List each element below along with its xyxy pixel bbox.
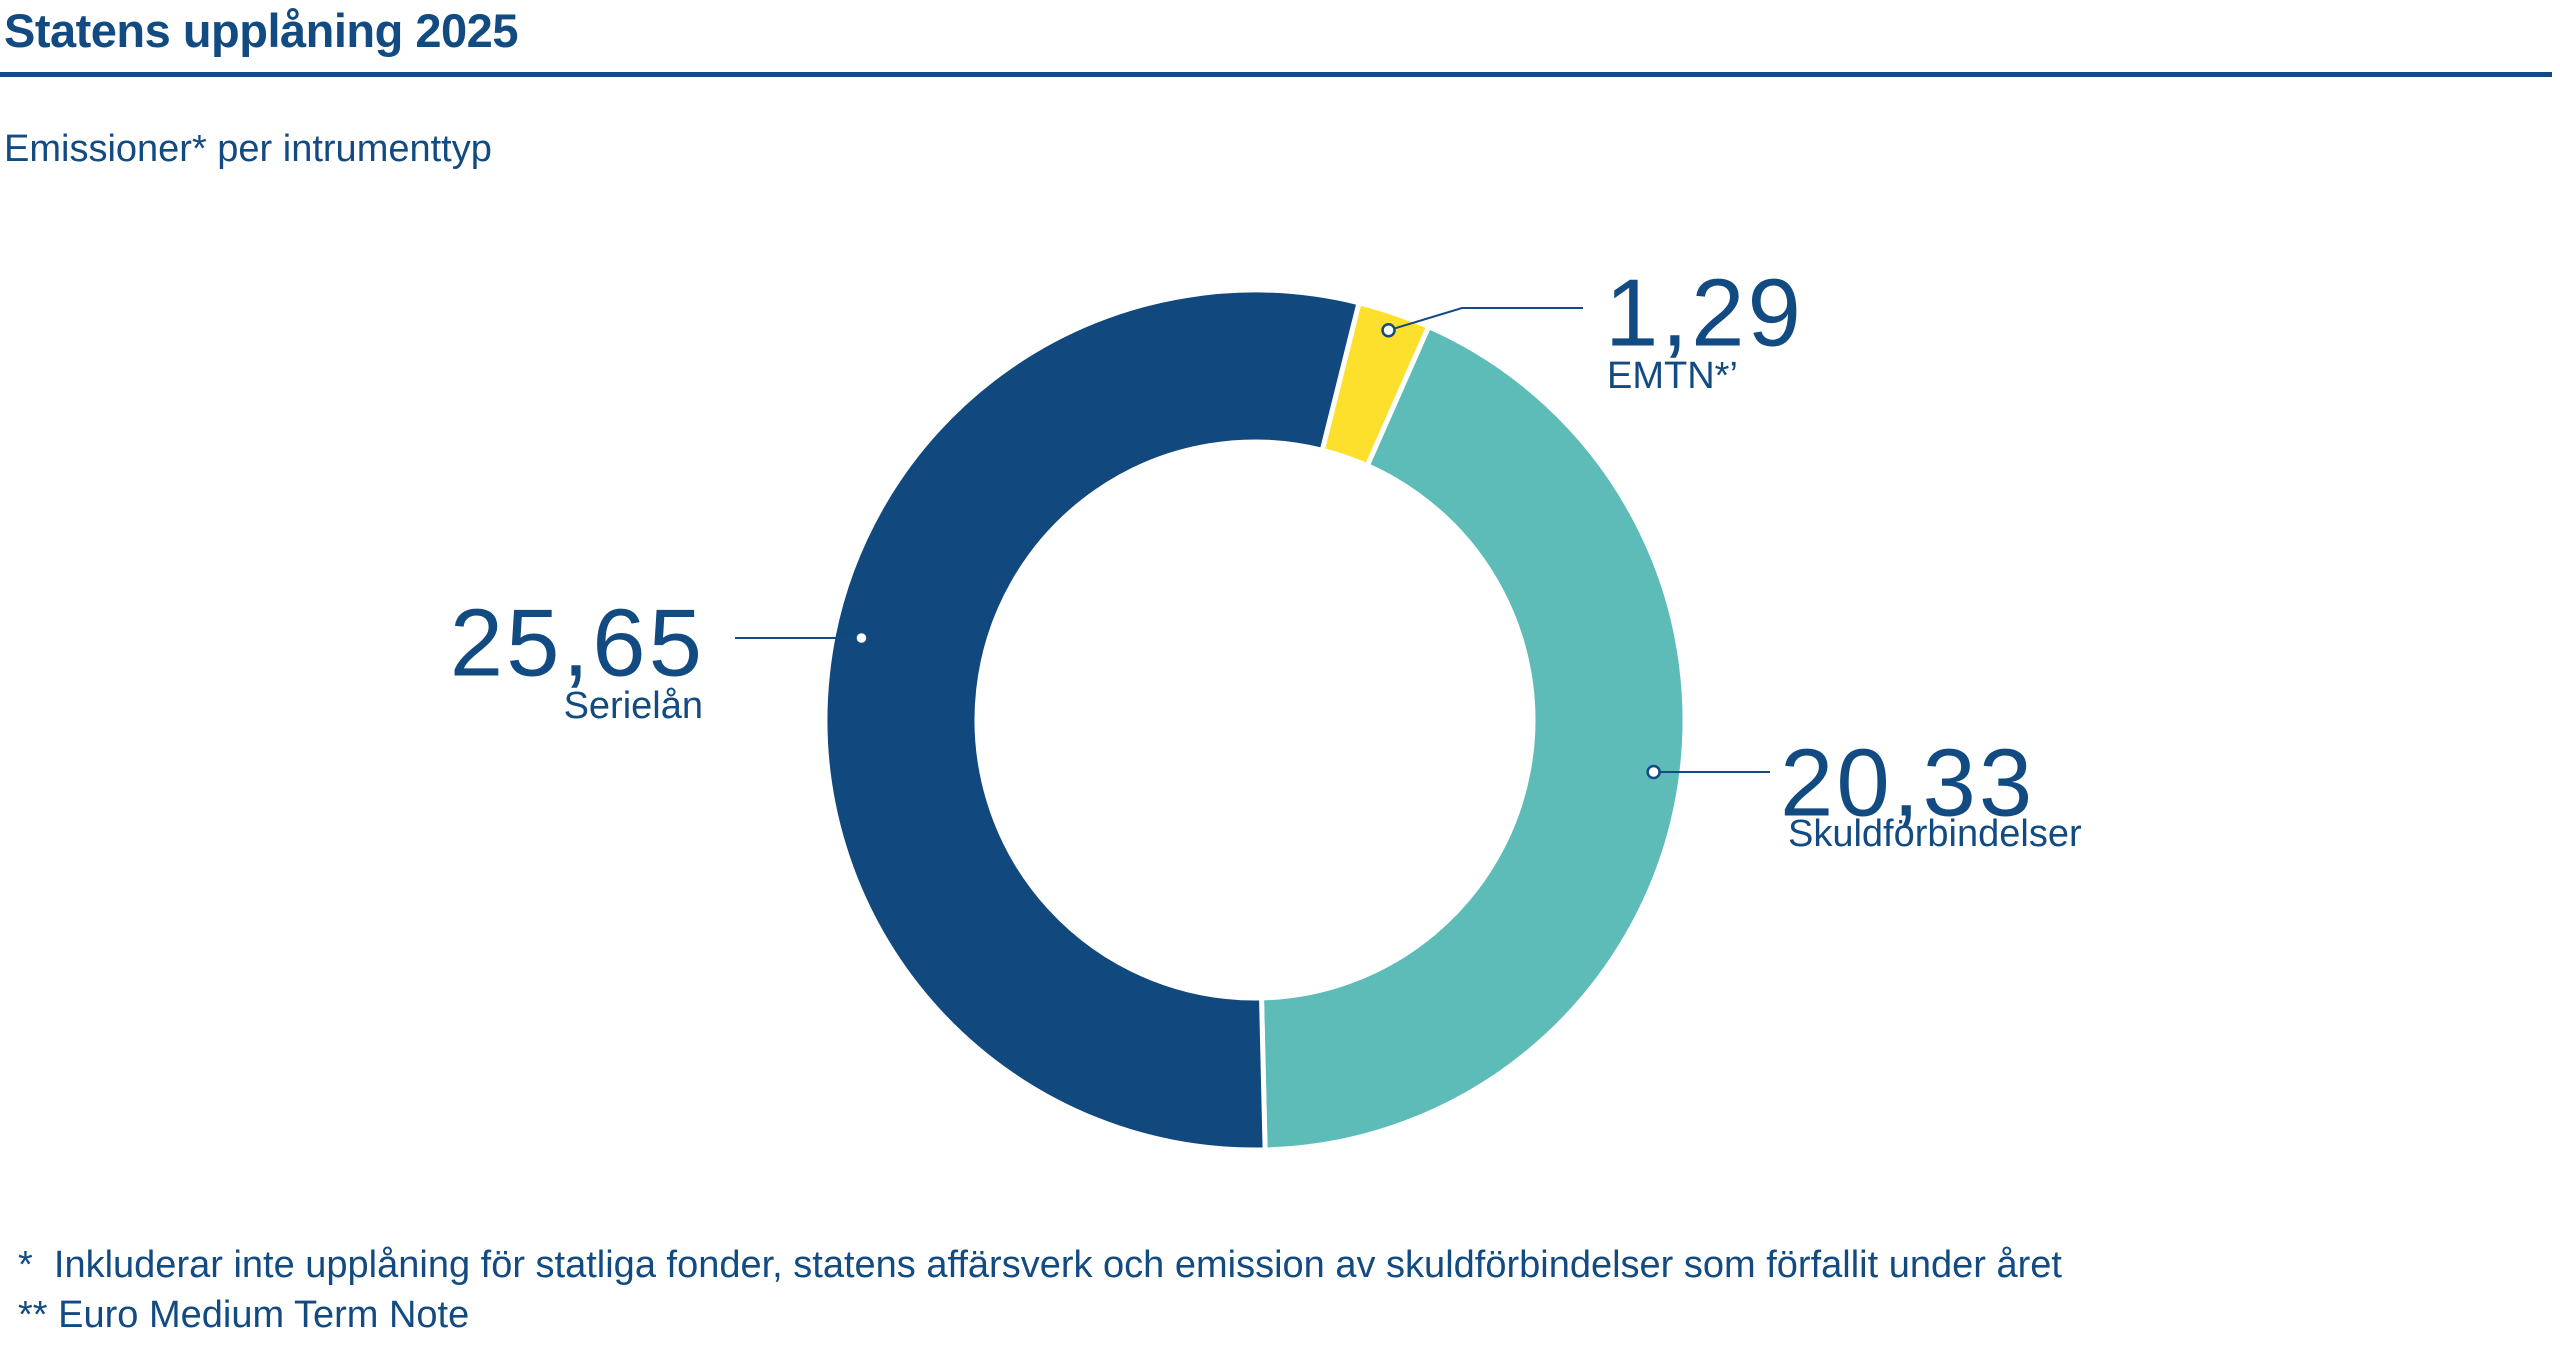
category-label-serielån: Serielån — [564, 685, 703, 727]
slice-skuldförbindelser — [1258, 323, 1688, 1153]
value-label-serielån: 25,65 — [450, 589, 705, 696]
footnote-double-asterisk: ** Euro Medium Term Note — [18, 1294, 470, 1336]
leader-dot-serielån — [854, 630, 869, 646]
footnote-asterisk: * Inkluderar inte upplåning för statliga… — [18, 1244, 2062, 1286]
value-label-skuldförbindelser: 20,33 — [1780, 729, 2035, 836]
category-label-emtn: EMTN*’ — [1607, 355, 1738, 397]
leader-dot-emtn — [1381, 322, 1396, 338]
chart-title: Statens upplåning 2025 — [4, 4, 518, 57]
donut-slices — [822, 287, 1688, 1153]
footnotes: * Inkluderar inte upplåning för statliga… — [18, 1240, 2062, 1340]
chart-subtitle: Emissioner* per intrumenttyp — [4, 128, 492, 170]
leader-line-emtn — [1388, 307, 1583, 332]
leader-dot-skuldförbindelser — [1646, 764, 1661, 780]
title-divider — [0, 72, 2552, 77]
category-label-skuldförbindelser: Skuldförbindelser — [1788, 813, 2082, 855]
value-label-emtn: 1,29 — [1605, 259, 1804, 366]
slice-serielån — [822, 287, 1363, 1153]
